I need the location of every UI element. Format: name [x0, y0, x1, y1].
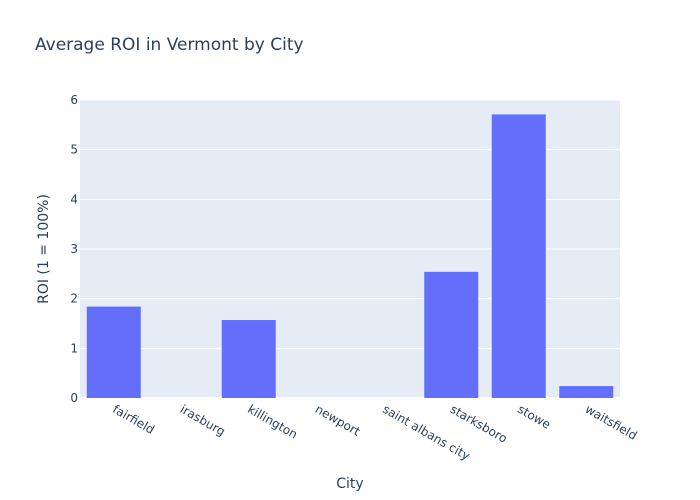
bar-starksboro[interactable]	[424, 271, 479, 398]
x-axis-ticks: fairfield irasburg killington newport saint …	[110, 402, 639, 463]
x-tick-label: killington	[245, 402, 300, 442]
y-tick-label: 0	[70, 391, 78, 405]
y-tick-label: 2	[70, 292, 78, 306]
x-tick-label: irasburg	[178, 402, 228, 439]
chart-title: Average ROI in Vermont by City	[35, 35, 304, 55]
bars	[86, 114, 614, 399]
x-tick-label: newport	[313, 402, 363, 439]
y-tick-label: 6	[70, 93, 78, 107]
x-axis-title: City	[336, 476, 363, 492]
y-tick-label: 5	[70, 143, 78, 157]
x-tick-label: starksboro	[448, 402, 510, 446]
bar-waitsfield[interactable]	[559, 386, 614, 398]
y-tick-label: 3	[70, 242, 78, 256]
x-tick-label: stowe	[515, 402, 553, 432]
bar-killington[interactable]	[221, 320, 276, 398]
bar-fairfield[interactable]	[86, 306, 141, 398]
y-axis-title: ROI (1 = 100%)	[36, 194, 52, 304]
x-tick-label: waitsfield	[583, 402, 640, 443]
y-tick-label: 4	[70, 192, 78, 206]
bar-stowe[interactable]	[491, 114, 546, 399]
x-tick-label: fairfield	[110, 402, 157, 437]
y-axis-ticks: 0 1 2 3 4 5 6	[70, 93, 78, 405]
y-tick-label: 1	[70, 341, 78, 355]
